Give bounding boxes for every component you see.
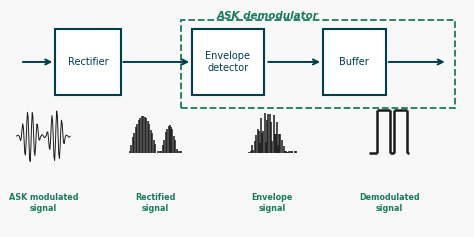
Text: Envelope
signal: Envelope signal: [252, 193, 293, 213]
Text: ASK modulated
signal: ASK modulated signal: [9, 193, 78, 213]
Text: Rectifier: Rectifier: [67, 57, 108, 67]
Text: Demodulated
signal: Demodulated signal: [359, 193, 419, 213]
FancyBboxPatch shape: [55, 29, 120, 95]
Text: ASK demodulator: ASK demodulator: [217, 11, 319, 21]
Text: Buffer: Buffer: [339, 57, 369, 67]
FancyBboxPatch shape: [192, 29, 264, 95]
Text: Rectified
signal: Rectified signal: [136, 193, 176, 213]
Text: Envelope
detector: Envelope detector: [206, 51, 250, 73]
FancyBboxPatch shape: [323, 29, 386, 95]
